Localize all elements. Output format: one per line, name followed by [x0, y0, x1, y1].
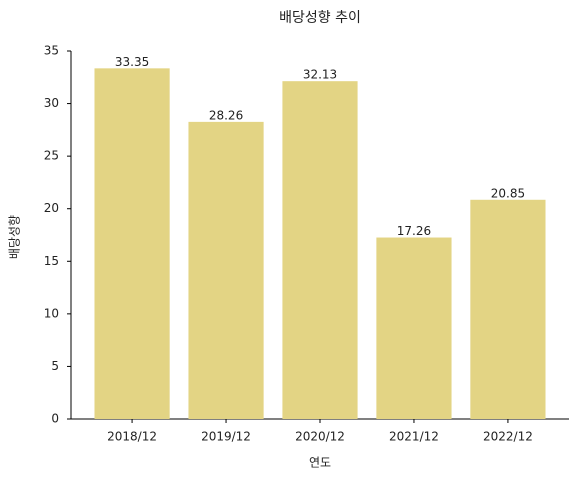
y-tick-label: 5: [51, 359, 59, 373]
y-tick-label: 10: [44, 306, 59, 320]
value-label: 28.26: [209, 108, 243, 122]
bar: [470, 199, 546, 419]
x-tick-label: 2020/12: [295, 430, 345, 444]
y-tick-label: 30: [44, 96, 59, 110]
y-axis-label: 배당성향: [8, 215, 22, 259]
bar: [94, 68, 170, 419]
y-tick-label: 35: [44, 44, 59, 58]
value-label: 20.85: [491, 186, 525, 200]
x-axis-label: 연도: [309, 456, 331, 470]
y-tick-label: 0: [51, 412, 59, 426]
x-tick-label: 2021/12: [389, 430, 439, 444]
value-label: 33.35: [115, 55, 149, 69]
x-tick-label: 2018/12: [107, 430, 157, 444]
y-tick-label: 25: [44, 149, 59, 163]
value-label: 17.26: [397, 224, 431, 238]
y-tick-label: 15: [44, 254, 59, 268]
y-tick-label: 20: [44, 201, 59, 215]
value-label: 32.13: [303, 68, 337, 82]
chart-title: 배당성향 추이: [279, 10, 361, 26]
bar: [282, 81, 358, 420]
bar: [376, 237, 452, 419]
x-tick-label: 2019/12: [201, 430, 251, 444]
x-tick-label: 2022/12: [483, 430, 533, 444]
bar: [188, 121, 264, 420]
